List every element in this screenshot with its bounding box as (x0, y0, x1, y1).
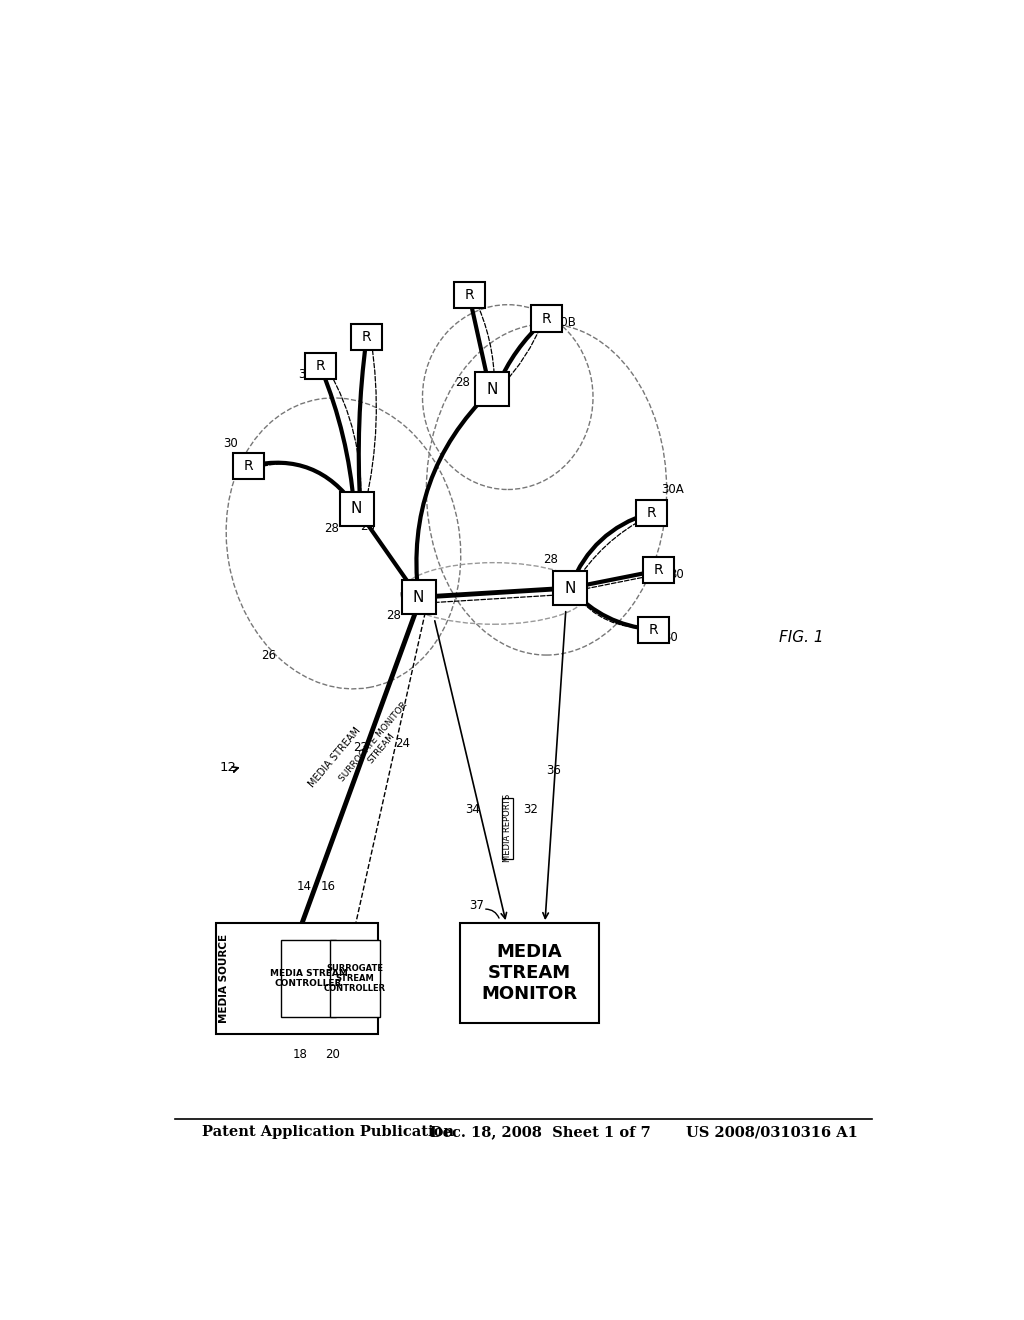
Text: Dec. 18, 2008  Sheet 1 of 7: Dec. 18, 2008 Sheet 1 of 7 (430, 1126, 651, 1139)
Text: 30B: 30B (553, 317, 575, 329)
Text: MEDIA SOURCE: MEDIA SOURCE (219, 933, 229, 1023)
Text: 36: 36 (547, 764, 561, 777)
FancyBboxPatch shape (216, 923, 378, 1035)
FancyBboxPatch shape (351, 323, 382, 350)
FancyBboxPatch shape (643, 557, 675, 583)
FancyBboxPatch shape (340, 492, 374, 525)
Text: 34: 34 (465, 803, 480, 816)
Text: 28: 28 (455, 376, 470, 388)
FancyBboxPatch shape (305, 354, 336, 379)
Text: 28: 28 (386, 609, 401, 622)
Text: R: R (646, 506, 656, 520)
Text: R: R (244, 459, 253, 474)
FancyBboxPatch shape (460, 923, 599, 1023)
Text: MEDIA STREAM: MEDIA STREAM (306, 725, 362, 789)
Text: 32: 32 (523, 803, 539, 816)
Text: 30: 30 (223, 437, 238, 450)
Text: 28: 28 (324, 521, 339, 535)
Text: R: R (648, 623, 658, 636)
FancyBboxPatch shape (401, 581, 435, 614)
Text: Patent Application Publication: Patent Application Publication (202, 1126, 454, 1139)
FancyBboxPatch shape (503, 797, 513, 859)
Text: 30: 30 (669, 568, 684, 581)
Text: 30: 30 (369, 335, 384, 347)
Text: MEDIA
STREAM
MONITOR: MEDIA STREAM MONITOR (481, 944, 578, 1003)
Text: 16: 16 (321, 880, 335, 892)
Text: N: N (564, 581, 575, 595)
Text: N: N (351, 502, 362, 516)
Text: 30: 30 (664, 631, 678, 644)
Text: 22: 22 (352, 742, 368, 754)
FancyBboxPatch shape (232, 453, 263, 479)
FancyBboxPatch shape (638, 616, 669, 643)
FancyBboxPatch shape (636, 499, 667, 525)
Text: 18: 18 (293, 1048, 308, 1061)
Text: R: R (464, 288, 474, 302)
Text: SURROGATE MONITOR
STREAM: SURROGATE MONITOR STREAM (337, 701, 417, 791)
Text: 37: 37 (469, 899, 484, 912)
Text: MEDIA STREAM
CONTROLLER: MEDIA STREAM CONTROLLER (269, 969, 347, 989)
Text: 30: 30 (299, 368, 313, 381)
Text: US 2008/0310316 A1: US 2008/0310316 A1 (686, 1126, 858, 1139)
Text: 12: 12 (219, 760, 237, 774)
Text: N: N (413, 590, 424, 605)
Text: 28: 28 (360, 520, 376, 533)
Text: 26: 26 (261, 649, 276, 661)
Text: 30: 30 (458, 294, 472, 308)
Text: 20: 20 (326, 1048, 341, 1061)
Text: R: R (654, 564, 664, 577)
Text: N: N (486, 381, 498, 397)
Text: R: R (542, 312, 551, 326)
Text: 30A: 30A (662, 483, 684, 496)
FancyBboxPatch shape (475, 372, 509, 407)
Text: MEDIA REPORTS: MEDIA REPORTS (503, 795, 512, 862)
Text: 24: 24 (395, 738, 411, 751)
FancyBboxPatch shape (454, 281, 484, 308)
FancyBboxPatch shape (281, 940, 337, 1016)
Text: SURROGATE
STREAM
CONTROLLER: SURROGATE STREAM CONTROLLER (324, 964, 386, 994)
FancyBboxPatch shape (531, 305, 562, 331)
Text: 14: 14 (297, 880, 312, 892)
Text: R: R (315, 359, 325, 374)
Text: FIG. 1: FIG. 1 (779, 630, 823, 645)
Text: 28: 28 (543, 553, 557, 566)
FancyBboxPatch shape (553, 572, 587, 605)
FancyBboxPatch shape (330, 940, 380, 1016)
Text: R: R (361, 330, 372, 345)
